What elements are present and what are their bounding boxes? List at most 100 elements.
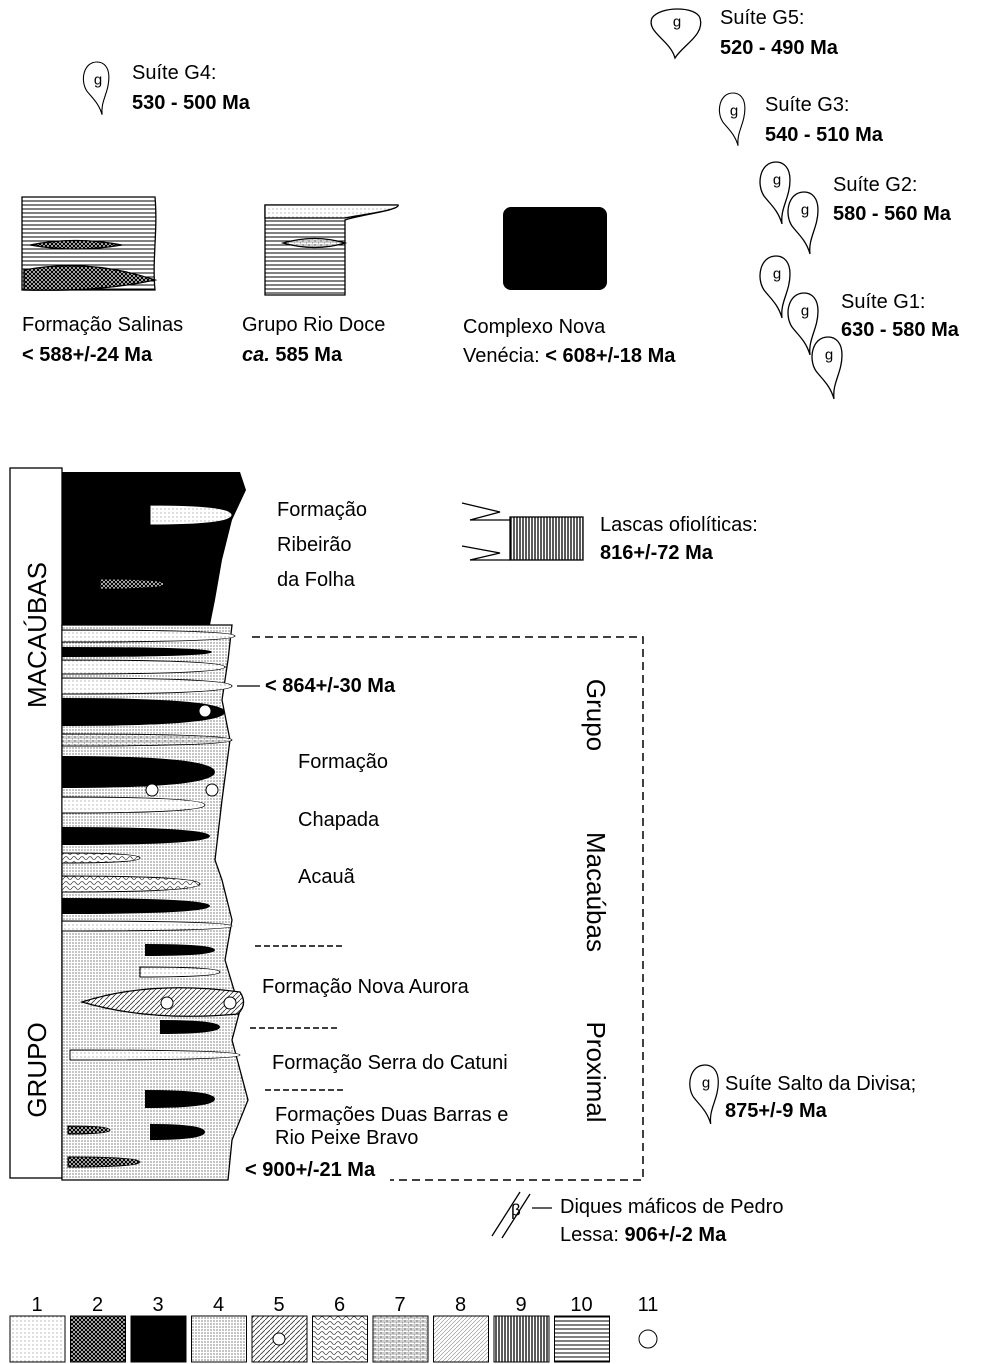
- lens: [150, 1124, 205, 1140]
- group-label: Proximal: [581, 1021, 611, 1122]
- nova-venecia: [503, 207, 607, 290]
- lens: [61, 796, 206, 814]
- lens: [61, 875, 201, 893]
- pluton-outline: [787, 191, 819, 255]
- lens: [61, 629, 236, 643]
- lens: [62, 756, 215, 788]
- group-label: MACAÚBAS: [22, 562, 52, 708]
- pluton-g: g: [94, 72, 102, 89]
- group-label: Grupo: [581, 679, 611, 751]
- formation-label: Formação Serra do Catuni: [272, 1052, 508, 1074]
- thrust: [461, 502, 510, 561]
- lens: [149, 504, 233, 526]
- lens: [67, 1156, 141, 1168]
- pluton-g: g: [825, 347, 833, 364]
- formation-label: Formação: [277, 499, 367, 521]
- pluton-g: g: [702, 1075, 710, 1092]
- lens: [62, 647, 212, 657]
- unit-age-value: < 608+/-18 Ma: [545, 345, 676, 367]
- pluton-symbol: [82, 61, 110, 115]
- pluton-age: 520 - 490 Ma: [720, 37, 839, 59]
- legend-swatch: [554, 1315, 610, 1363]
- pluton-symbol: [787, 292, 819, 356]
- lens: [99, 578, 166, 590]
- legend-swatch: [493, 1315, 550, 1363]
- lens: [61, 733, 233, 747]
- lens: [62, 827, 210, 845]
- lascas-age: 816+/-72 Ma: [600, 542, 714, 564]
- unit-name: Formação Salinas: [22, 314, 183, 336]
- pluton-g: g: [801, 202, 809, 219]
- unit-name: Complexo Nova: [463, 316, 606, 338]
- legend-number: 3: [152, 1294, 163, 1316]
- legend-swatch: [191, 1315, 247, 1363]
- dyke-age-value: 906+/-2 Ma: [624, 1224, 727, 1246]
- legend: 1 2 3 4 5 6 7 8 9 10 11: [9, 1294, 659, 1363]
- lascas: [509, 516, 584, 561]
- lens: [69, 1049, 241, 1061]
- pluton-outline: [82, 61, 110, 115]
- age-label: < 900+/-21 Ma: [245, 1159, 376, 1181]
- lens: [145, 1090, 215, 1108]
- formation-label: Formação Nova Aurora: [262, 976, 470, 998]
- lens: [62, 698, 225, 726]
- lens: [61, 659, 226, 675]
- formation-label: Rio Peixe Bravo: [275, 1127, 418, 1149]
- legend-number: 9: [515, 1294, 526, 1316]
- pluton-age: 580 - 560 Ma: [833, 203, 952, 225]
- pluton-g: g: [801, 303, 809, 320]
- legend-swatch: [433, 1315, 489, 1363]
- legend-swatch: [312, 1315, 368, 1363]
- pluton-symbol: [787, 191, 819, 255]
- legend-swatch: [130, 1315, 187, 1363]
- pluton-g: g: [730, 103, 738, 120]
- pluton-age: 630 - 580 Ma: [841, 319, 960, 341]
- legend-swatch: [9, 1315, 66, 1363]
- pluton-name: Suíte G1:: [841, 291, 926, 313]
- unit-age: < 588+/-24 Ma: [22, 344, 153, 366]
- dyke-symbol: β: [511, 1201, 521, 1220]
- unit-age: Venécia: < 608+/-18 Ma: [463, 345, 676, 367]
- pluton-symbol: [759, 255, 791, 319]
- unit-age-value: 585 Ma: [270, 344, 343, 366]
- legend-clast: [272, 1332, 286, 1346]
- formation-label: Chapada: [298, 809, 380, 831]
- legend-swatch: [70, 1315, 126, 1363]
- unit-age-prefix: ca.: [242, 344, 270, 366]
- formation-label: Formação: [298, 751, 388, 773]
- pluton-symbol: [718, 92, 746, 146]
- shapes: g g g g g g g g g: [9, 8, 843, 1239]
- lens: [61, 852, 141, 864]
- dyke: [491, 1191, 552, 1239]
- unit-age: ca. 585 Ma: [242, 344, 343, 366]
- pluton-outline: [759, 161, 791, 225]
- formation-label: Ribeirão: [277, 534, 351, 556]
- age-label: < 864+/-30 Ma: [265, 675, 396, 697]
- clast: [145, 783, 159, 797]
- pluton-g: g: [673, 14, 681, 31]
- pluton-age: 540 - 510 Ma: [765, 124, 884, 146]
- dashed-frame: [252, 636, 644, 1181]
- formation-label: Formações Duas Barras e: [275, 1104, 508, 1126]
- lascas-name: Lascas ofiolíticas:: [600, 514, 758, 536]
- dyke-name: Lessa:: [560, 1224, 624, 1246]
- pluton-name: Suíte G5:: [720, 7, 805, 29]
- legend-number: 2: [92, 1294, 103, 1316]
- formation-label: Acauã: [298, 866, 356, 888]
- clast: [205, 783, 219, 797]
- formation-label: da Folha: [277, 569, 356, 591]
- pluton-name: Suíte G4:: [132, 62, 217, 84]
- pluton-outline: [718, 92, 746, 146]
- unit-name: Grupo Rio Doce: [242, 314, 385, 336]
- pluton-symbol: [759, 161, 791, 225]
- lens: [23, 265, 158, 291]
- pluton-name: Suíte G2:: [833, 174, 918, 196]
- lens: [61, 677, 233, 695]
- legend-number: 11: [638, 1294, 659, 1316]
- legend-number: 4: [213, 1294, 224, 1316]
- dyke-age: Lessa: 906+/-2 Ma: [560, 1224, 727, 1246]
- legend-number: 10: [570, 1294, 592, 1316]
- lens: [280, 237, 348, 249]
- column-upper: [62, 472, 246, 625]
